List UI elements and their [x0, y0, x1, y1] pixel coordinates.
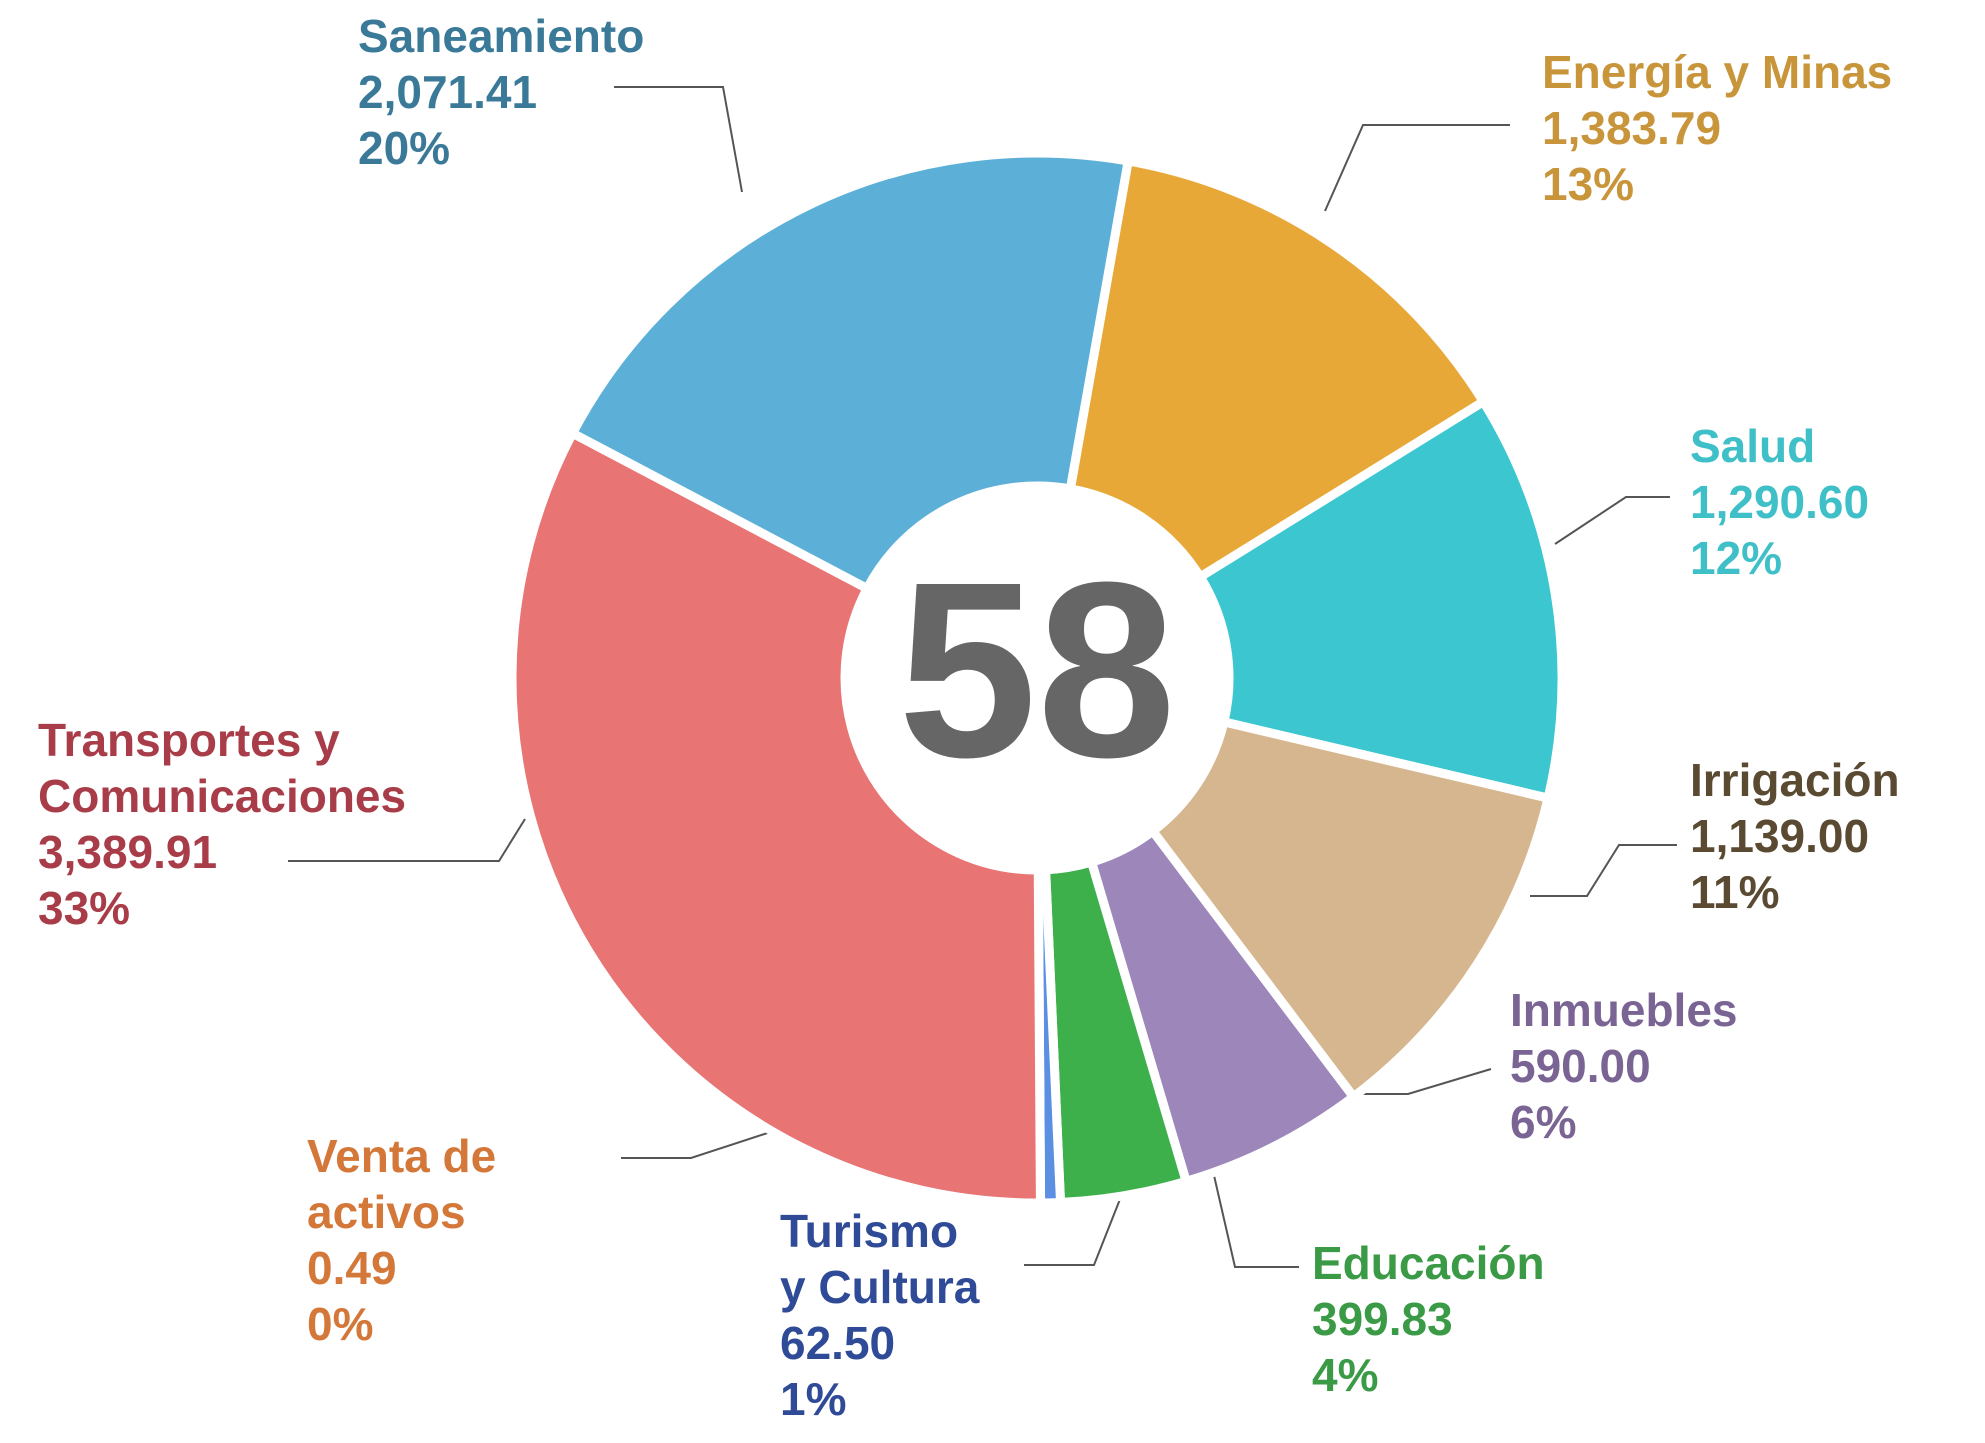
category: Educación [1312, 1237, 1545, 1289]
slice-label: Energía y Minas 1,383.79 13% [1542, 44, 1892, 212]
percent-label: 20% [358, 122, 451, 174]
category: Inmuebles [1510, 984, 1738, 1036]
percent-label: 12% [1690, 532, 1783, 584]
category: Transportes y Comunicaciones [38, 714, 407, 822]
percent-label: 0% [307, 1298, 374, 1350]
center-text: 58 [898, 530, 1176, 809]
slice [1194, 395, 1567, 804]
value-label: 1,383.79 [1542, 102, 1722, 154]
percent-label: 6% [1510, 1096, 1577, 1148]
category: Venta de activos [307, 1130, 497, 1238]
slice [507, 427, 1045, 1208]
slice-label: Irrigación 1,139.00 11% [1690, 752, 1900, 920]
leader-line [1530, 844, 1677, 897]
value-label: 1,139.00 [1690, 810, 1870, 862]
leader-line [1324, 124, 1510, 212]
percent-label: 13% [1542, 158, 1635, 210]
value-label: 2,071.41 [358, 66, 538, 118]
leader-line [1209, 1157, 1299, 1268]
category: Irrigación [1690, 754, 1900, 806]
value-label: 3,389.91 [38, 826, 218, 878]
slice [1065, 155, 1490, 584]
slice-label: Transportes y Comunicaciones 3,389.91 33% [38, 712, 406, 936]
leader-line [1554, 496, 1670, 545]
category: Energía y Minas [1542, 46, 1893, 98]
value-label: 1,290.60 [1690, 476, 1870, 528]
slice-label: Saneamiento 2,071.41 20% [358, 8, 644, 176]
leader-line [614, 86, 743, 193]
value-label: 399.83 [1312, 1293, 1453, 1345]
slice [566, 148, 1134, 595]
category: Saneamiento [358, 10, 645, 62]
slice-label: Salud 1,290.60 12% [1690, 418, 1869, 586]
leader-lines [288, 86, 1677, 1268]
percent-label: 1% [780, 1373, 847, 1425]
slice-label: Educación 399.83 4% [1312, 1235, 1545, 1403]
slice-label: Turismo y Cultura 62.50 1% [780, 1203, 979, 1427]
value-label: 590.00 [1510, 1040, 1651, 1092]
percent-label: 33% [38, 882, 131, 934]
slices [507, 148, 1567, 1208]
percent-label: 11% [1690, 866, 1780, 918]
percent-label: 4% [1312, 1349, 1379, 1401]
category: Salud [1690, 420, 1816, 472]
slice [1146, 716, 1554, 1104]
slice-label: Inmuebles 590.00 6% [1510, 982, 1738, 1150]
value-label: 62.50 [780, 1317, 896, 1369]
value-label: 0.49 [307, 1242, 397, 1294]
category: Turismo y Cultura [780, 1205, 980, 1313]
leader-line [288, 818, 526, 862]
slice-label: Venta de activos 0.49 0% [307, 1128, 496, 1352]
leader-line [1024, 1183, 1127, 1266]
